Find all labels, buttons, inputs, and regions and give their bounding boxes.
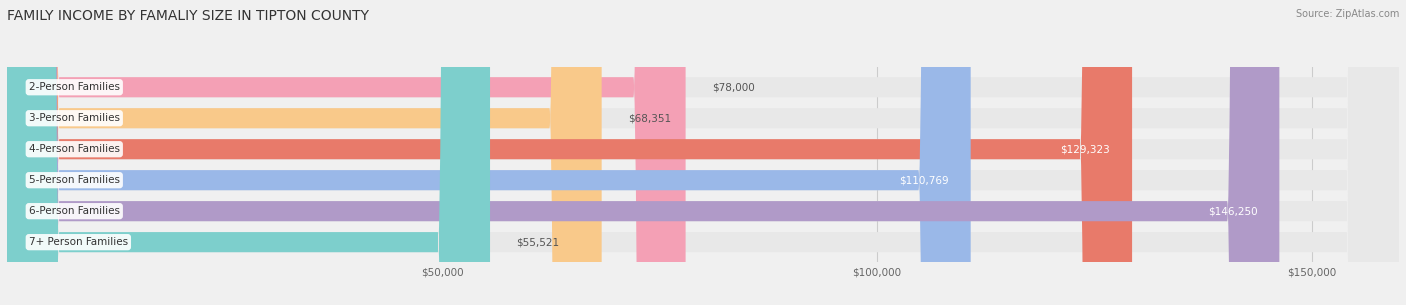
Text: 6-Person Families: 6-Person Families <box>28 206 120 216</box>
Text: 5-Person Families: 5-Person Families <box>28 175 120 185</box>
FancyBboxPatch shape <box>7 0 1399 305</box>
Text: 3-Person Families: 3-Person Families <box>28 113 120 123</box>
Text: $110,769: $110,769 <box>900 175 949 185</box>
FancyBboxPatch shape <box>7 0 1399 305</box>
FancyBboxPatch shape <box>7 0 1132 305</box>
Text: $78,000: $78,000 <box>711 82 755 92</box>
FancyBboxPatch shape <box>7 0 686 305</box>
Text: $129,323: $129,323 <box>1060 144 1111 154</box>
Text: $146,250: $146,250 <box>1208 206 1257 216</box>
FancyBboxPatch shape <box>7 0 1399 305</box>
FancyBboxPatch shape <box>7 0 491 305</box>
FancyBboxPatch shape <box>7 0 1399 305</box>
Text: FAMILY INCOME BY FAMALIY SIZE IN TIPTON COUNTY: FAMILY INCOME BY FAMALIY SIZE IN TIPTON … <box>7 9 368 23</box>
FancyBboxPatch shape <box>7 0 602 305</box>
Text: Source: ZipAtlas.com: Source: ZipAtlas.com <box>1295 9 1399 19</box>
Text: $55,521: $55,521 <box>516 237 560 247</box>
FancyBboxPatch shape <box>7 0 1399 305</box>
FancyBboxPatch shape <box>7 0 970 305</box>
Text: 7+ Person Families: 7+ Person Families <box>28 237 128 247</box>
Text: $68,351: $68,351 <box>627 113 671 123</box>
Text: 2-Person Families: 2-Person Families <box>28 82 120 92</box>
FancyBboxPatch shape <box>7 0 1399 305</box>
Text: 4-Person Families: 4-Person Families <box>28 144 120 154</box>
FancyBboxPatch shape <box>7 0 1279 305</box>
